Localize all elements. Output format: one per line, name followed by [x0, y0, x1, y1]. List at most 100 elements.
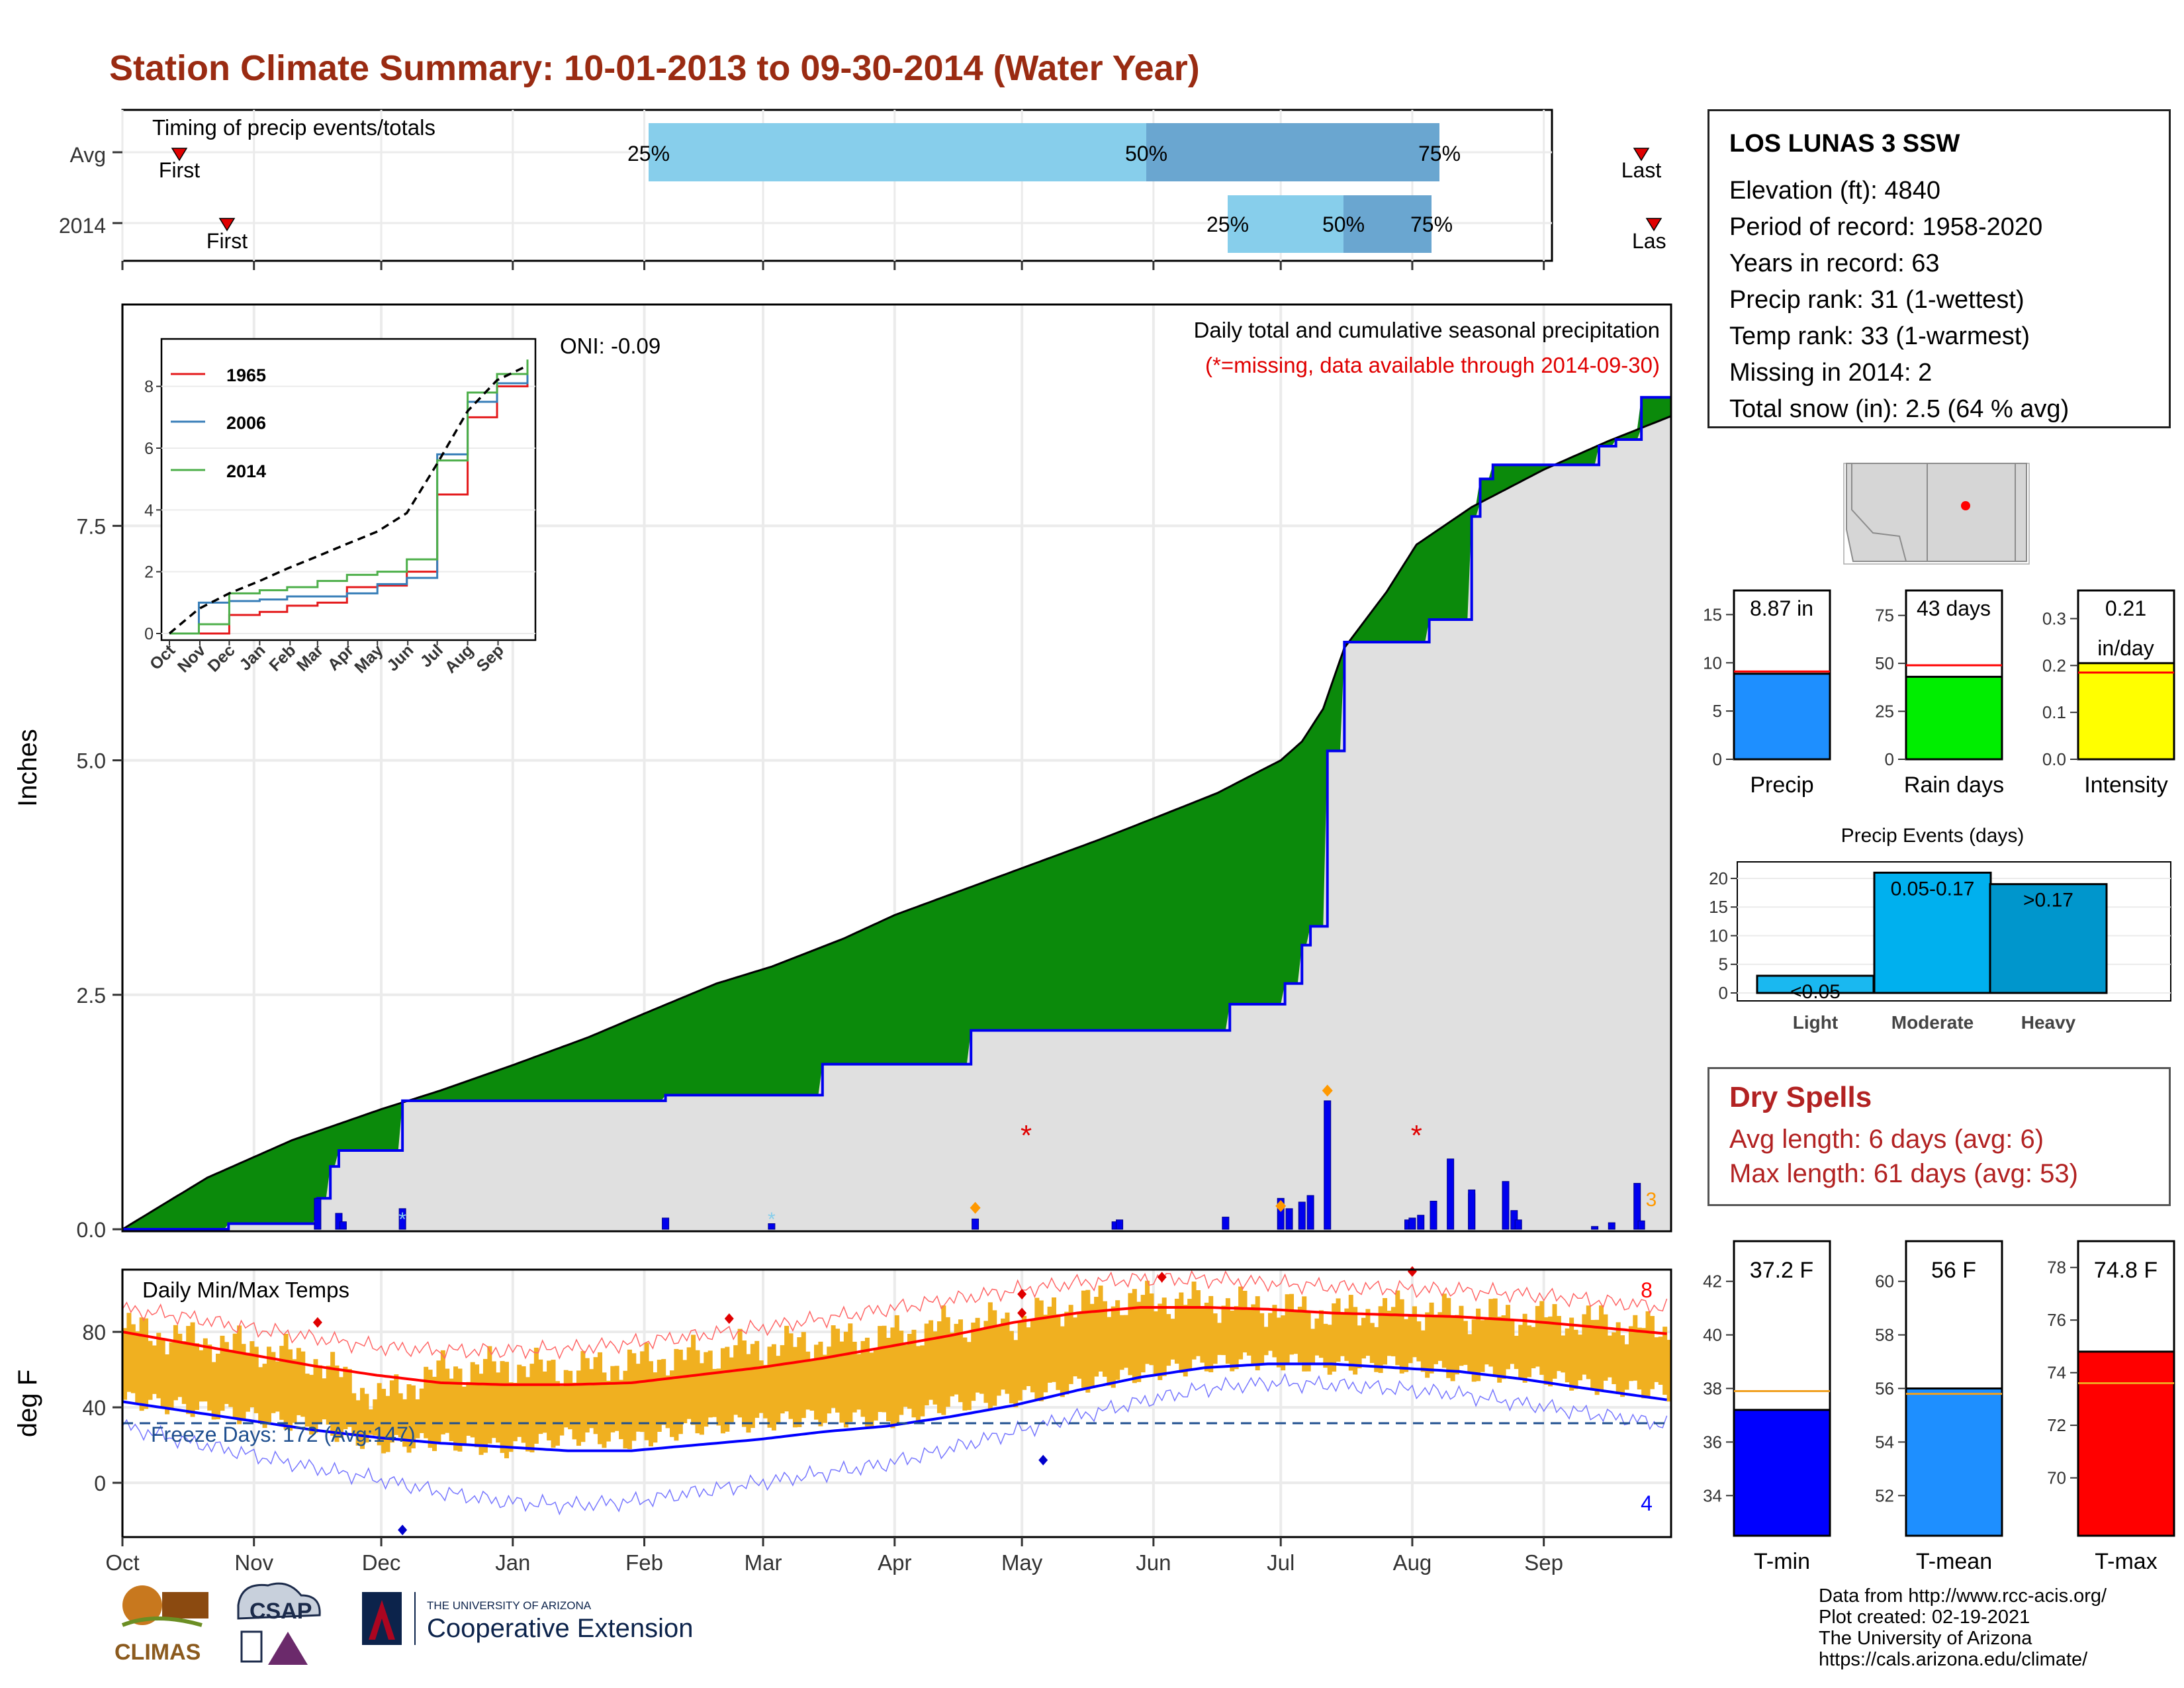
daily-temp-bar [580, 1350, 586, 1442]
daily-precip-bar [1116, 1219, 1124, 1230]
events-category-label: Light [1793, 1012, 1838, 1033]
daily-temp-bar [529, 1364, 535, 1453]
daily-temp-bar [742, 1340, 747, 1427]
daily-temp-bar [813, 1344, 819, 1420]
daily-temp-bar [508, 1382, 514, 1452]
daily-temp-bar [644, 1342, 649, 1440]
daily-precip-bar [1447, 1158, 1455, 1230]
daily-temp-bar [245, 1352, 250, 1412]
daily-temp-bar [987, 1302, 993, 1410]
daily-temp-bar [496, 1372, 501, 1443]
temp-lines [122, 1266, 1668, 1536]
daily-temp-bar [525, 1377, 531, 1452]
daily-temp-bar [1535, 1305, 1540, 1367]
daily-temp-bar [1187, 1299, 1193, 1370]
daily-temp-bar [1285, 1294, 1290, 1364]
record-low-line [122, 1372, 1668, 1516]
station-precip-rank: Precip rank: 31 (1-wettest) [1729, 286, 2025, 314]
dry-spells-title: Dry Spells [1729, 1081, 1872, 1113]
gauge-value-text: 56 F [1931, 1258, 1976, 1283]
daily-temp-bar [1437, 1312, 1443, 1361]
daily-temp-bar [1615, 1322, 1621, 1395]
daily-temp-bar [1505, 1305, 1510, 1370]
gauge-intensity-bar [2077, 662, 2175, 761]
below-cumulative-area [122, 416, 1671, 1229]
inset-grid [161, 385, 535, 634]
gauge-value-text: 74.8 F [2094, 1258, 2158, 1283]
daily-temp-bar [1183, 1305, 1188, 1377]
gauge-precip-tick-label: 0 [1713, 749, 1722, 769]
daily-temp-bar [1514, 1335, 1519, 1370]
daily-temp-bar [288, 1349, 293, 1431]
y2014-first-marker [218, 218, 236, 232]
precip-markers: * * * * [398, 1084, 1422, 1231]
observed-cumulative-line [122, 396, 1671, 1231]
daily-precip-bar [1637, 1220, 1645, 1230]
daily-temp-bar [1225, 1298, 1230, 1364]
daily-temp-bar [1161, 1297, 1167, 1376]
daily-temp-bar [983, 1321, 989, 1403]
daily-temp-bar [1094, 1297, 1099, 1377]
daily-temp-bar [1068, 1305, 1073, 1384]
temp-x-tick-label: Dec [362, 1550, 401, 1575]
legend-2014: 2014 [226, 461, 266, 481]
daily-temp-bar [704, 1352, 709, 1427]
daily-temp-bar [750, 1344, 755, 1429]
daily-temp-bar [878, 1326, 883, 1413]
daily-temp-bar [1467, 1334, 1473, 1374]
gauge-t-max-label: T-max [2095, 1549, 2157, 1574]
daily-temp-bar [1132, 1289, 1137, 1383]
gauge-t-min-tick-label: 36 [1703, 1432, 1722, 1452]
missing-day-marker: * [1021, 1119, 1032, 1152]
temp-y-tick-label: 80 [82, 1321, 106, 1344]
daily-temp-bar [864, 1337, 870, 1427]
daily-temp-bar [1107, 1317, 1112, 1386]
daily-temp-bar [130, 1324, 136, 1393]
missing-day-marker: * [1411, 1119, 1422, 1152]
timing-x-ticks [113, 151, 1545, 270]
daily-temp-bar [283, 1333, 289, 1430]
daily-temp-bar [343, 1366, 348, 1430]
gauge-precip-tick-label: 10 [1703, 653, 1722, 673]
daily-temp-bar [1323, 1323, 1328, 1368]
daily-temp-bar [627, 1349, 632, 1450]
daily-temp-bar [250, 1341, 255, 1408]
daily-temp-bar [827, 1346, 832, 1414]
daily-precip-bar [1608, 1222, 1615, 1230]
daily-temp-bar [122, 1328, 128, 1400]
precip-panel: * * * * 0.0 2.5 5.0 7.5 Inches Daily total and… [13, 303, 1672, 1242]
gauge-t-max-bar [2077, 1350, 2175, 1537]
daily-temp-bar [674, 1348, 679, 1441]
daily-temp-bar [1073, 1317, 1078, 1377]
temp-x-tick-label: May [1001, 1550, 1043, 1575]
daily-temp-bar [1336, 1298, 1341, 1362]
daily-temp-bar [258, 1367, 263, 1424]
temp-count-high: 8 [1641, 1278, 1653, 1302]
gauge-rain-days-tick-label: 75 [1875, 606, 1894, 626]
daily-temp-bar [924, 1323, 929, 1406]
daily-temp-bar [1289, 1293, 1295, 1355]
events-y-tick-label: 5 [1719, 955, 1728, 974]
daily-temp-bar [788, 1333, 794, 1419]
daily-temp-bar [1060, 1326, 1065, 1397]
daily-temp-bar [1365, 1309, 1371, 1356]
daily-temp-bar [610, 1366, 615, 1432]
daily-temp-bar [678, 1349, 683, 1434]
climas-text: CLIMAS [114, 1640, 201, 1665]
gauge-t-mean-bar [1905, 1387, 2003, 1537]
record-low-marker [1038, 1454, 1048, 1466]
daily-temp-bar [1633, 1315, 1638, 1381]
daily-temp-bar [945, 1317, 950, 1407]
daily-temp-bar [792, 1346, 797, 1428]
daily-temp-bar [1217, 1323, 1222, 1355]
daily-temp-bar [415, 1399, 420, 1438]
daily-temp-bar [1153, 1311, 1158, 1374]
record-high-marker [1157, 1272, 1167, 1283]
daily-temp-bar [1433, 1314, 1438, 1364]
daily-temp-bar [882, 1325, 887, 1413]
daily-temp-bar [364, 1393, 369, 1443]
daily-temp-bar [1136, 1301, 1142, 1382]
avg-min-line [122, 1362, 1667, 1452]
daily-temp-bar [313, 1359, 318, 1433]
